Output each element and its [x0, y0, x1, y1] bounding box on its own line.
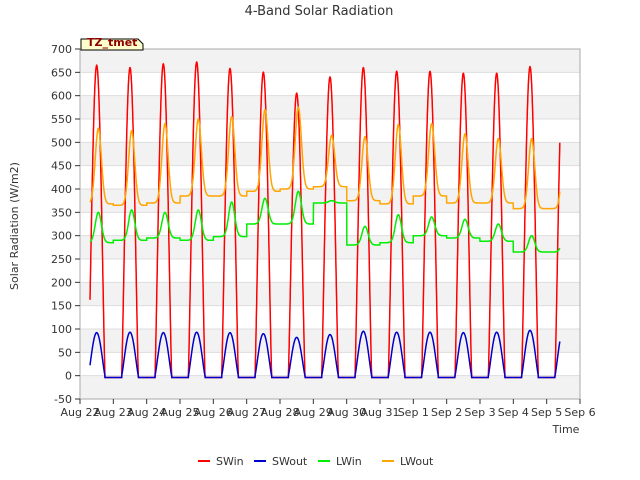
x-axis-label: Time [552, 423, 580, 436]
grid-band [80, 95, 580, 119]
x-tick-label: Aug 24 [127, 406, 166, 419]
site-label: TZ_tmet [87, 36, 137, 49]
series-layer [89, 60, 561, 379]
y-tick-label: 250 [51, 253, 72, 266]
x-tick-label: Aug 25 [161, 406, 200, 419]
grid-band [80, 142, 580, 166]
y-tick-label: 350 [51, 206, 72, 219]
chart-title: 4-Band Solar Radiation [245, 4, 394, 19]
site-label-box: TZ_tmet [80, 36, 144, 51]
site-label-frame [80, 38, 144, 51]
plot-border [79, 48, 581, 400]
y-tick-label: 450 [51, 160, 72, 173]
y-tick-label: 550 [51, 113, 72, 126]
y-tick-label: 150 [51, 300, 72, 313]
series-line-swout [89, 329, 561, 379]
legend-label-swout: SWout [272, 455, 308, 468]
x-tick-label: Aug 22 [61, 406, 100, 419]
plot-area [80, 48, 580, 400]
y-axis-label: Solar Radiation (W/m2) [8, 162, 21, 290]
x-tick-label: Sep 3 [464, 406, 495, 419]
y-tick-label: 200 [51, 276, 72, 289]
x-tick-label: Aug 27 [227, 406, 266, 419]
y-tick-label: 300 [51, 230, 72, 243]
y-tick-label: 0 [65, 370, 72, 383]
y-tick-label: 100 [51, 323, 72, 336]
y-tick-label: 650 [51, 66, 72, 79]
axes-layer: -50 0 50 100 150 200 250 300 350 400 450 500 550 600 6… [51, 43, 596, 419]
grid-band [80, 282, 580, 306]
y-tick-label: 500 [51, 136, 72, 149]
x-tick-label: Sep 1 [398, 406, 429, 419]
x-tick-label: Sep 2 [431, 406, 462, 419]
grid-band [80, 49, 580, 73]
legend-label-swin: SWin [216, 455, 244, 468]
x-tick-label: Aug 31 [361, 406, 400, 419]
x-tick-label: Aug 23 [94, 406, 133, 419]
x-tick-label: Aug 28 [261, 406, 300, 419]
x-tick-label: Aug 30 [327, 406, 366, 419]
y-tick-label: 50 [58, 346, 72, 359]
series-line-lwout [89, 106, 561, 210]
x-tick-label: Sep 4 [498, 406, 529, 419]
x-tick-label: Aug 26 [194, 406, 233, 419]
legend-label-lwin: LWin [336, 455, 362, 468]
legend: SWin SWout LWin LWout [198, 455, 434, 468]
x-tick-label: Sep 5 [531, 406, 562, 419]
y-tick-label: -50 [54, 393, 72, 406]
series-line-lwin [89, 190, 561, 253]
y-tick-label: 700 [51, 43, 72, 56]
x-tick-label: Aug 29 [294, 406, 333, 419]
grid-band [80, 375, 580, 399]
y-tick-label: 400 [51, 183, 72, 196]
legend-label-lwout: LWout [400, 455, 434, 468]
grid-band [80, 235, 580, 259]
y-tick-label: 600 [51, 90, 72, 103]
x-tick-label: Sep 6 [564, 406, 595, 419]
